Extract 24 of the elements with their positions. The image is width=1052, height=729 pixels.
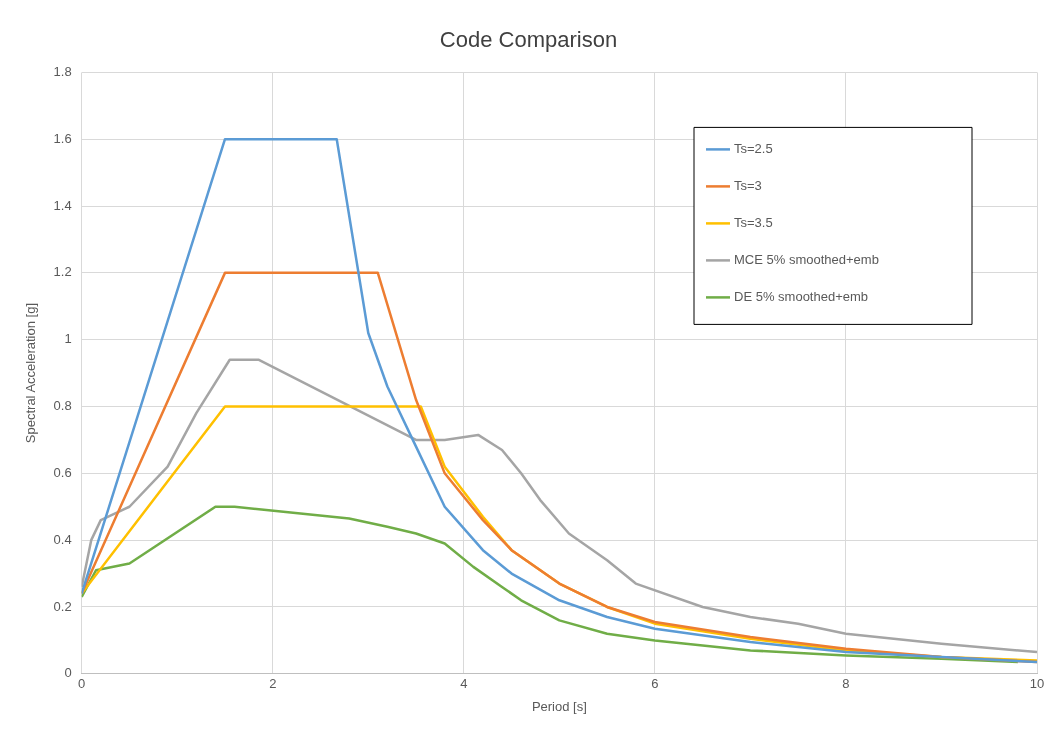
y-tick-label: 0.2 bbox=[53, 598, 72, 614]
x-tick-label: 10 bbox=[1029, 676, 1045, 692]
y-tick-label: 1 bbox=[64, 331, 72, 347]
y-axis-title: Spectral Acceleration [g] bbox=[23, 303, 39, 444]
legend-label: Ts=2.5 bbox=[734, 140, 773, 156]
x-tick-label: 2 bbox=[269, 676, 277, 692]
y-tick-label: 0 bbox=[64, 665, 72, 681]
x-tick-label: 0 bbox=[78, 676, 86, 692]
y-tick-label: 1.4 bbox=[53, 197, 72, 213]
legend-label: MCE 5% smoothed+emb bbox=[734, 251, 879, 267]
legend-label: DE 5% smoothed+emb bbox=[734, 288, 869, 304]
y-tick-label: 1.6 bbox=[53, 130, 72, 146]
x-tick-label: 6 bbox=[651, 676, 659, 692]
x-tick-label: 4 bbox=[460, 676, 468, 692]
y-tick-label: 1.8 bbox=[53, 63, 72, 79]
legend-label: Ts=3 bbox=[734, 177, 762, 193]
x-tick-label: 8 bbox=[842, 676, 850, 692]
x-axis-title: Period [s] bbox=[531, 698, 587, 714]
y-tick-label: 1.2 bbox=[53, 264, 72, 280]
y-tick-label: 0.4 bbox=[53, 531, 72, 547]
y-tick-label: 0.8 bbox=[53, 398, 72, 414]
y-tick-label: 0.6 bbox=[53, 464, 72, 480]
chart-title: Code Comparison bbox=[439, 27, 618, 53]
legend-label: Ts=3.5 bbox=[734, 214, 773, 230]
